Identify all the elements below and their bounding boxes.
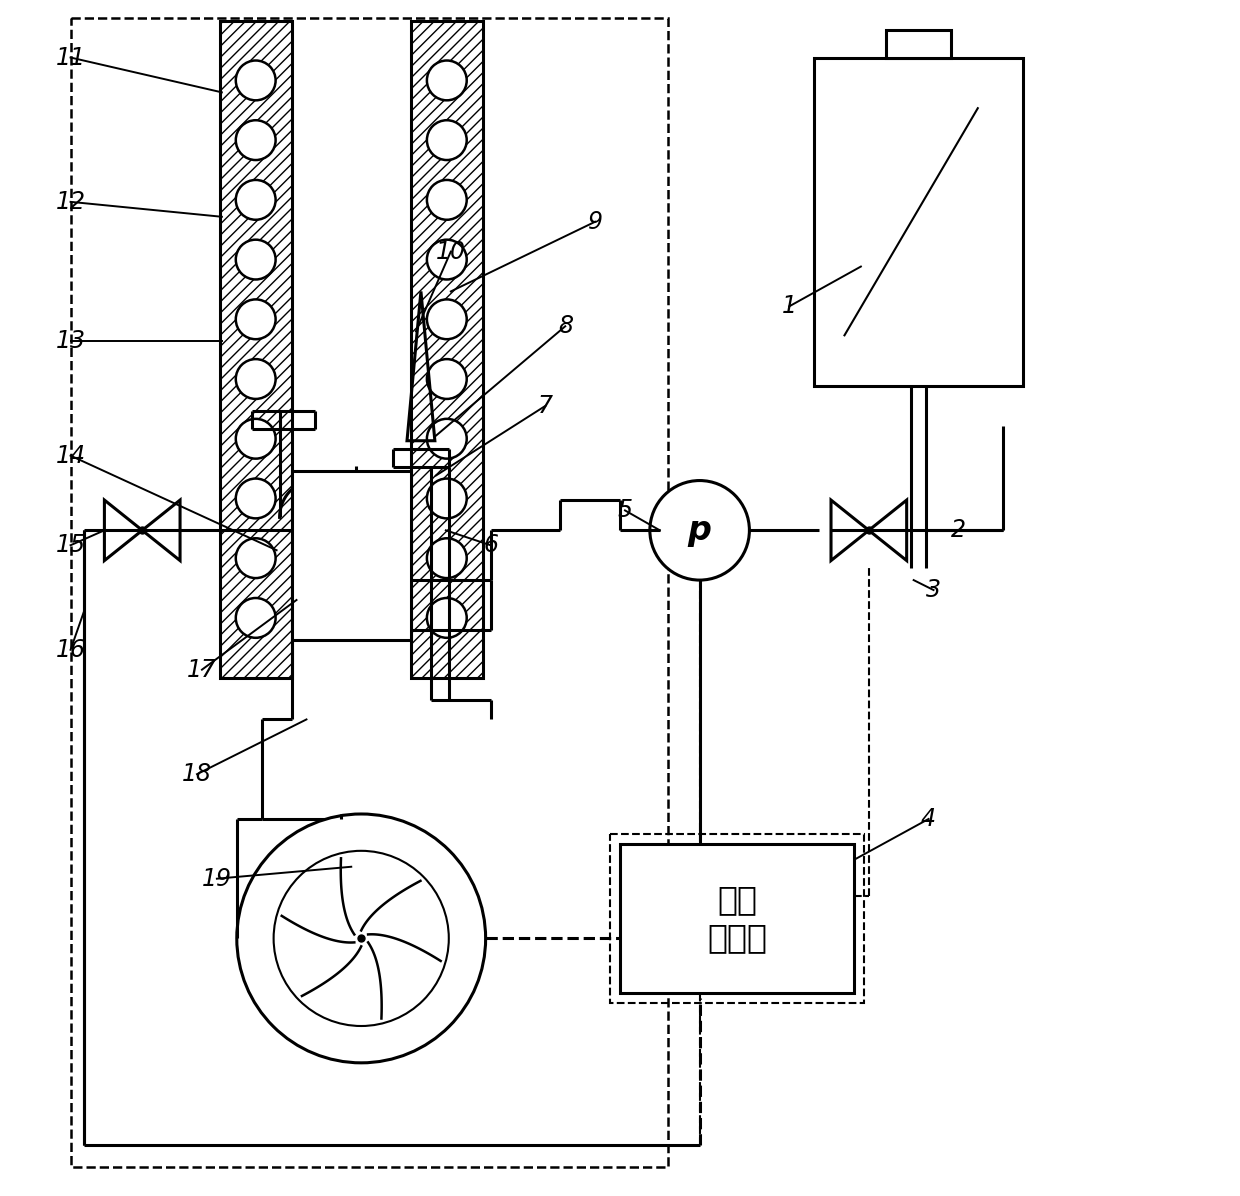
Text: 13: 13: [56, 329, 86, 353]
Bar: [219, 20, 291, 678]
Text: 4: 4: [921, 807, 936, 831]
Text: 2: 2: [951, 518, 966, 542]
Text: 1: 1: [781, 294, 797, 318]
Circle shape: [236, 239, 275, 280]
Bar: [610, 834, 864, 1003]
Text: 6: 6: [484, 533, 498, 557]
Text: 15: 15: [56, 533, 86, 557]
Circle shape: [237, 814, 486, 1063]
Bar: [620, 844, 854, 993]
Circle shape: [650, 481, 749, 580]
Circle shape: [427, 478, 466, 518]
Text: 8: 8: [558, 315, 573, 338]
Circle shape: [236, 598, 275, 637]
Circle shape: [236, 61, 275, 100]
Text: 7: 7: [538, 393, 553, 417]
Text: p: p: [688, 514, 712, 547]
Text: 18: 18: [182, 762, 212, 786]
Text: 16: 16: [56, 637, 86, 661]
Text: 19: 19: [202, 867, 232, 891]
Circle shape: [427, 598, 466, 637]
Circle shape: [427, 239, 466, 280]
Text: 9: 9: [588, 209, 603, 233]
Text: 燃烧
控制器: 燃烧 控制器: [707, 883, 768, 954]
Circle shape: [274, 850, 449, 1026]
Circle shape: [427, 121, 466, 160]
Circle shape: [306, 518, 330, 542]
Circle shape: [236, 419, 275, 458]
Text: 11: 11: [56, 45, 86, 69]
Text: 12: 12: [56, 190, 86, 214]
Bar: [815, 57, 1023, 386]
Text: 5: 5: [618, 499, 632, 523]
Circle shape: [236, 179, 275, 220]
Text: 10: 10: [435, 239, 466, 263]
Text: 14: 14: [56, 444, 86, 468]
Text: 3: 3: [926, 578, 941, 602]
Circle shape: [427, 538, 466, 578]
Circle shape: [427, 299, 466, 340]
Circle shape: [236, 538, 275, 578]
Circle shape: [236, 478, 275, 518]
Circle shape: [236, 359, 275, 399]
Circle shape: [427, 61, 466, 100]
Circle shape: [236, 121, 275, 160]
Text: 17: 17: [187, 658, 217, 682]
Bar: [887, 30, 951, 57]
Circle shape: [427, 419, 466, 458]
Bar: [291, 470, 410, 640]
Bar: [71, 18, 668, 1167]
Circle shape: [427, 359, 466, 399]
Circle shape: [427, 179, 466, 220]
Bar: [410, 20, 482, 678]
Circle shape: [236, 299, 275, 340]
